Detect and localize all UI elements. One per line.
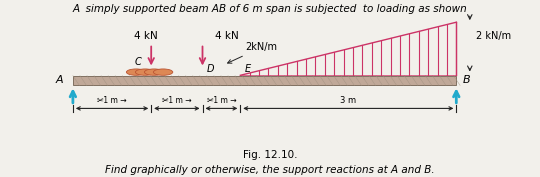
Text: ✄1 m →: ✄1 m → [97, 96, 127, 104]
Text: 3 m: 3 m [340, 96, 356, 104]
Text: 2kN/m: 2kN/m [227, 42, 278, 63]
Text: B: B [463, 75, 470, 85]
Circle shape [144, 69, 164, 75]
Text: Fig. 12.10.: Fig. 12.10. [243, 150, 297, 160]
Circle shape [136, 69, 155, 75]
Text: ✄1 m →: ✄1 m → [207, 96, 236, 104]
Circle shape [153, 69, 173, 75]
Text: Find graphically or otherwise, the support reactions at A and B.: Find graphically or otherwise, the suppo… [105, 165, 435, 175]
Bar [73, 76, 456, 85]
Text: D: D [207, 64, 214, 74]
Text: 4 kN: 4 kN [215, 31, 239, 41]
Text: C: C [134, 57, 141, 67]
Text: 2 kN/m: 2 kN/m [476, 31, 511, 41]
Text: A  simply supported beam AB of 6 m span is subjected  to loading as shown: A simply supported beam AB of 6 m span i… [72, 4, 468, 14]
Text: ✄1 m →: ✄1 m → [162, 96, 192, 104]
Text: A: A [56, 75, 63, 85]
Text: 4 kN: 4 kN [134, 31, 158, 41]
Text: E: E [245, 64, 251, 74]
Circle shape [126, 69, 146, 75]
